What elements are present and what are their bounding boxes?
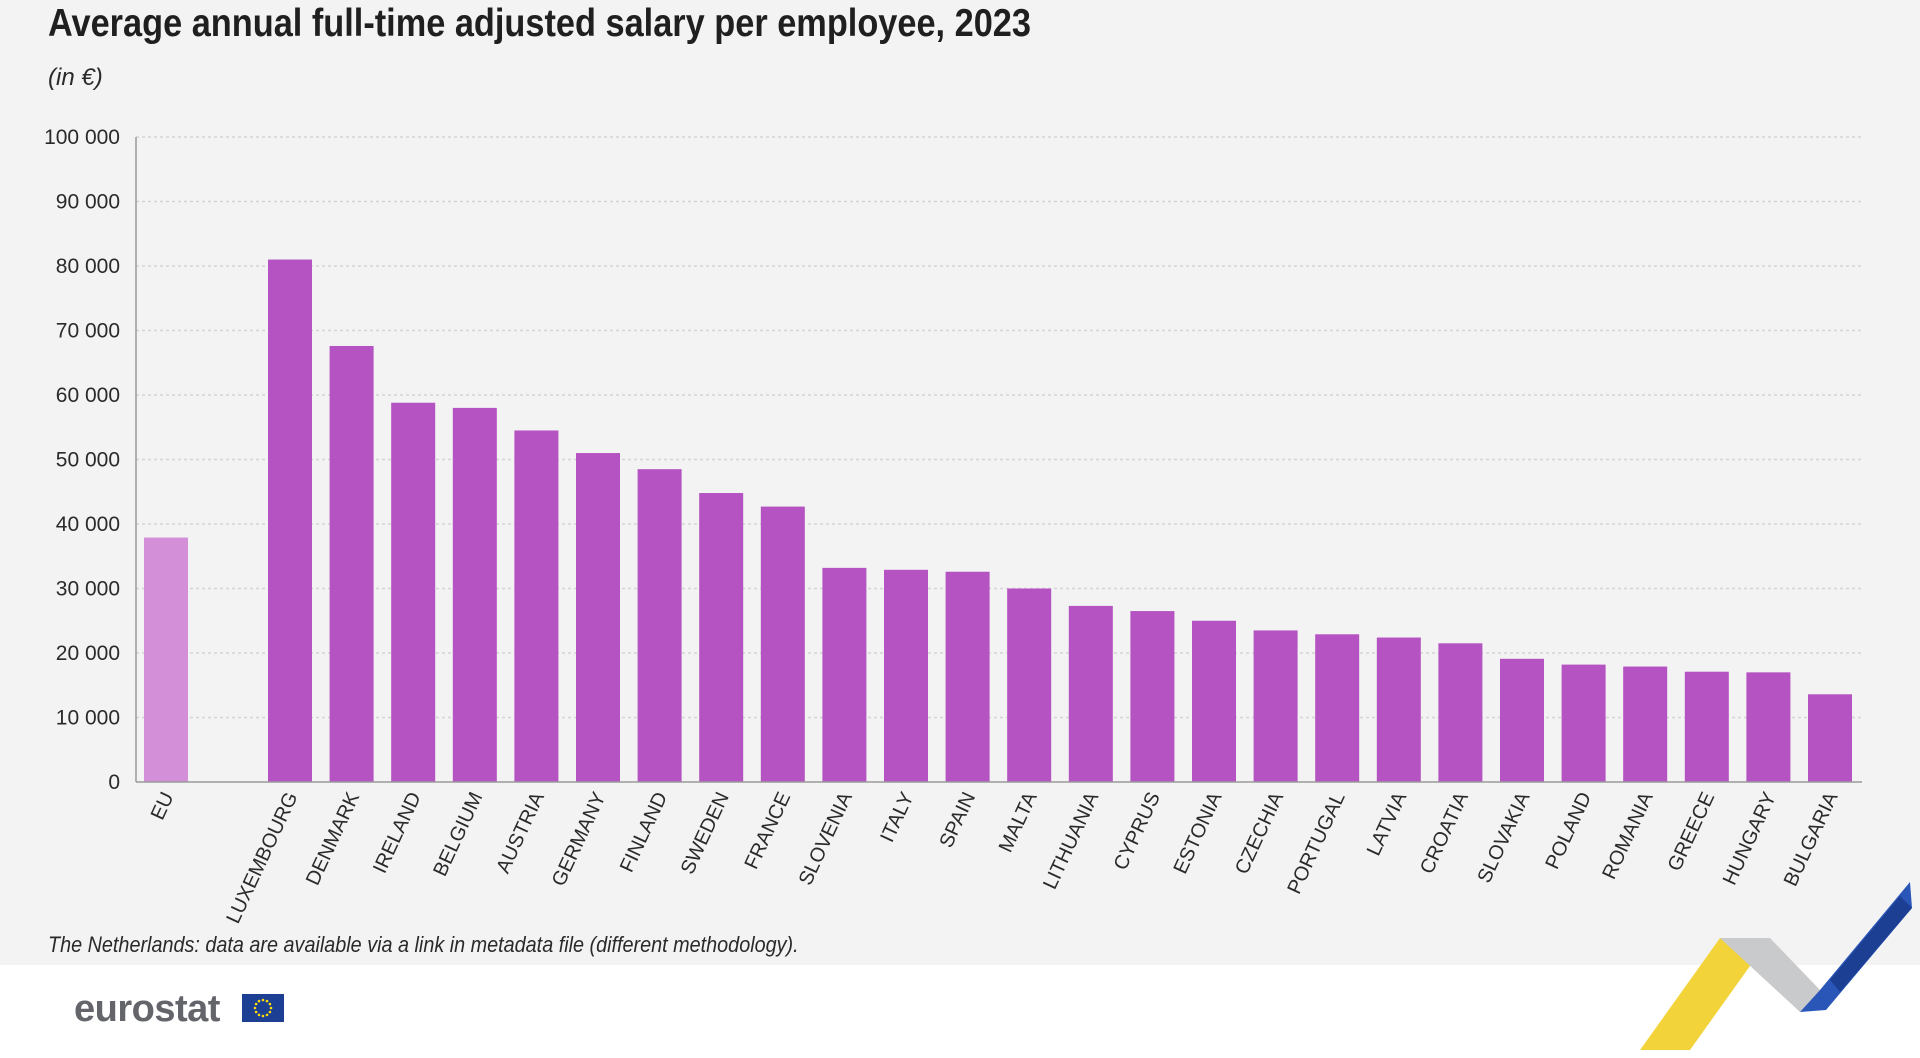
bar-lithuania: [1068, 605, 1113, 782]
y-tick-label: 40 000: [56, 513, 120, 536]
x-tick-label: SWEDEN: [677, 789, 734, 878]
x-tick-label: DENMARK: [302, 788, 364, 889]
bar-belgium: [452, 407, 497, 782]
x-tick-label: FINLAND: [616, 789, 672, 876]
bar-hungary: [1746, 672, 1791, 782]
x-tick-label: CYPRUS: [1110, 789, 1165, 874]
x-tick-label: SPAIN: [935, 789, 980, 851]
x-tick-label: PORTUGAL: [1283, 789, 1349, 898]
y-tick-label: 0: [108, 771, 120, 794]
x-tick-label: AUSTRIA: [492, 788, 549, 876]
eurostat-logo[interactable]: eurostat: [74, 988, 220, 1030]
bar-italy: [884, 569, 928, 782]
bar-germany: [576, 453, 620, 782]
bar-chart: 0 10 000 20 000 30 000 40 000 50 000 60 000 70 …: [44, 126, 1862, 927]
bar-greece: [1684, 671, 1729, 782]
x-tick-label: ITALY: [876, 789, 918, 846]
chart-subtitle: (in €): [48, 64, 103, 91]
axes: [135, 137, 1862, 783]
x-axis-labels: EU LUXEMBOURG DENMARK IRELAND BELGIUM AUSTRIA…: [147, 788, 1843, 927]
bar-france: [760, 506, 805, 782]
chart-title: Average annual full-time adjusted salary…: [48, 2, 1031, 45]
y-tick-label: 30 000: [56, 578, 120, 601]
bar-cyprus: [1130, 611, 1175, 782]
x-tick-label: SLOVAKIA: [1473, 788, 1534, 886]
bar-sweden: [699, 493, 744, 782]
bar-romania: [1623, 666, 1668, 782]
x-tick-label: LATVIA: [1363, 788, 1412, 859]
bar-luxembourg: [268, 259, 312, 782]
x-tick-label: POLAND: [1541, 789, 1596, 873]
footnote: The Netherlands: data are available via …: [48, 932, 799, 957]
bar-bulgaria: [1808, 694, 1852, 782]
x-tick-label: IRELAND: [369, 789, 426, 877]
bars: [144, 259, 1852, 782]
y-tick-label: 50 000: [56, 449, 120, 472]
y-tick-label: 80 000: [56, 255, 120, 278]
bar-slovenia: [822, 567, 867, 782]
eu-flag-icon: [242, 994, 284, 1022]
bar-austria: [514, 430, 559, 782]
x-tick-label: CZECHIA: [1231, 788, 1288, 877]
bar-eu: [144, 537, 188, 782]
x-tick-label: SLOVENIA: [795, 788, 857, 889]
chart-panel: [0, 0, 1920, 965]
bar-croatia: [1438, 643, 1483, 782]
corner-decoration: [1640, 882, 1912, 1050]
bar-portugal: [1315, 634, 1360, 782]
x-tick-label: BELGIUM: [429, 789, 487, 880]
x-tick-label: GERMANY: [548, 789, 611, 890]
bar-malta: [1007, 588, 1052, 782]
bar-czechia: [1253, 630, 1298, 782]
bar-spain: [945, 571, 990, 782]
x-tick-label: CROATIA: [1416, 788, 1473, 877]
x-tick-label: ESTONIA: [1170, 788, 1227, 877]
x-tick-label: LUXEMBOURG: [222, 789, 302, 927]
bar-denmark: [329, 345, 374, 782]
y-tick-label: 20 000: [56, 642, 120, 665]
y-axis-ticks: 0 10 000 20 000 30 000 40 000 50 000 60 000 70 …: [44, 126, 120, 794]
bar-latvia: [1376, 637, 1421, 782]
x-tick-label: EU: [147, 789, 179, 823]
y-tick-label: 60 000: [56, 384, 120, 407]
y-tick-label: 70 000: [56, 320, 120, 343]
x-tick-label: MALTA: [995, 788, 1042, 856]
bar-estonia: [1192, 620, 1236, 782]
x-tick-label: FRANCE: [741, 789, 796, 873]
bar-ireland: [391, 402, 436, 782]
footer: [0, 965, 1920, 1058]
y-tick-label: 90 000: [56, 191, 120, 214]
bar-finland: [637, 469, 682, 782]
bar-slovakia: [1500, 658, 1544, 782]
y-tick-label: 10 000: [56, 707, 120, 730]
bar-poland: [1561, 664, 1606, 782]
y-tick-label: 100 000: [44, 126, 120, 149]
x-tick-label: LITHUANIA: [1039, 788, 1103, 893]
